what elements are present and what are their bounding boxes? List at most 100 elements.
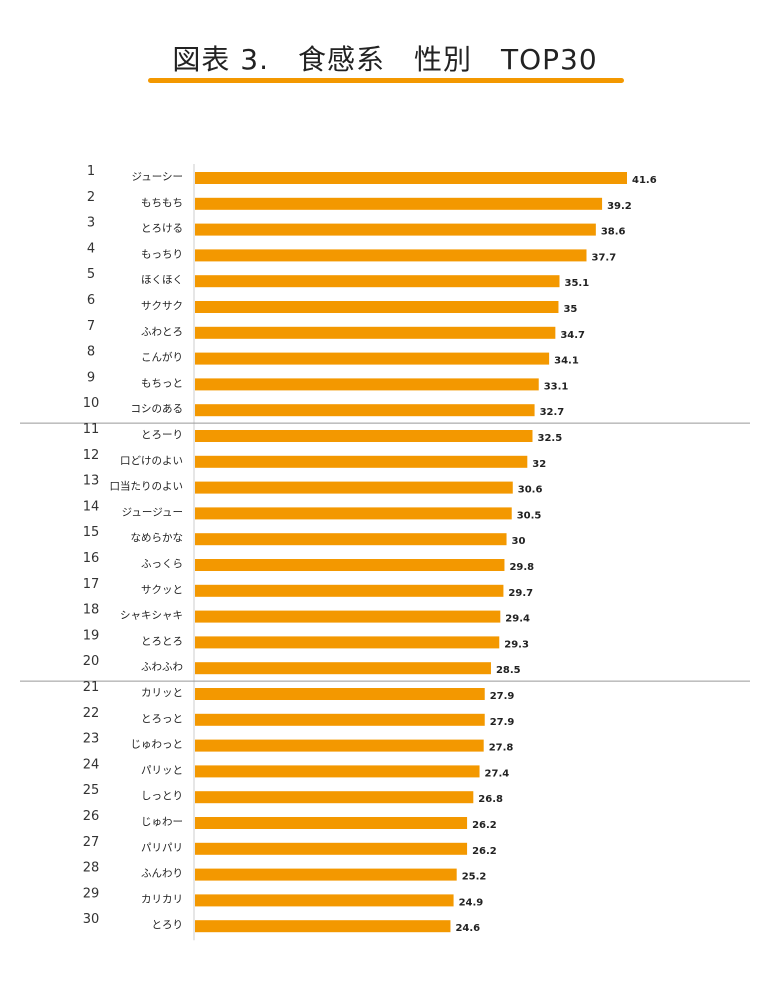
value-label: 30.5 — [517, 510, 542, 521]
value-label: 37.7 — [592, 252, 617, 263]
category-label: コシのある — [131, 403, 184, 415]
bar — [195, 275, 560, 288]
bar — [195, 584, 504, 597]
category-label: じゅわー — [141, 816, 183, 828]
value-label: 30.6 — [518, 485, 543, 496]
page-title: 図表 3. 食感系 性別 TOP30 — [172, 43, 598, 76]
rank-label: 6 — [87, 293, 95, 308]
bar — [195, 920, 451, 933]
category-label: じゅわっと — [131, 739, 184, 751]
value-label: 32.5 — [538, 433, 563, 444]
value-label: 32 — [532, 459, 546, 470]
category-label: とろける — [141, 223, 183, 235]
rank-label: 4 — [87, 241, 95, 256]
rank-label: 10 — [83, 396, 100, 411]
value-label: 33.1 — [544, 381, 569, 392]
rank-label: 14 — [83, 499, 100, 514]
bar — [195, 868, 457, 881]
bar — [195, 223, 596, 236]
category-label: なめらかな — [131, 532, 184, 544]
bar — [195, 326, 556, 339]
value-label: 35 — [563, 304, 577, 315]
category-label: とろり — [152, 919, 184, 931]
bar — [195, 894, 454, 907]
category-label: カリカリ — [141, 893, 183, 905]
category-label: ふわとろ — [141, 326, 183, 338]
category-label: もちもち — [141, 197, 183, 209]
category-label: ふんわり — [141, 868, 183, 880]
bar — [195, 249, 587, 262]
value-label: 29.3 — [504, 639, 529, 650]
category-label: とろっと — [141, 713, 183, 725]
bar — [195, 817, 468, 829]
bar — [195, 739, 484, 752]
rank-label: 18 — [83, 603, 100, 618]
category-label: カリッと — [141, 687, 183, 699]
value-label: 27.4 — [485, 768, 510, 779]
bar — [195, 507, 512, 520]
value-label: 34.1 — [554, 356, 579, 367]
category-label: ジュージュー — [122, 506, 183, 518]
category-label: シャキシャキ — [120, 610, 183, 622]
rank-label: 7 — [87, 319, 95, 334]
value-label: 26.2 — [472, 820, 497, 831]
rank-label: 17 — [83, 577, 100, 592]
value-label: 27.9 — [490, 717, 515, 728]
rank-label: 21 — [83, 680, 100, 695]
rank-label: 24 — [83, 757, 100, 772]
value-label: 25.2 — [462, 872, 487, 883]
category-label: もっちり — [141, 248, 183, 260]
value-label: 34.7 — [560, 330, 585, 341]
value-label: 29.4 — [505, 614, 530, 625]
rank-label: 2 — [87, 190, 95, 205]
bar — [195, 688, 485, 700]
value-label: 26.2 — [472, 846, 497, 857]
value-label: 35.1 — [565, 278, 590, 289]
value-label: 38.6 — [601, 227, 626, 238]
value-label: 29.8 — [509, 562, 534, 573]
rank-label: 8 — [87, 345, 95, 360]
rank-label: 25 — [83, 783, 100, 798]
category-label: 口どけのよい — [120, 455, 183, 467]
category-label: サクサク — [141, 300, 183, 312]
bar — [195, 352, 550, 365]
value-label: 29.7 — [508, 588, 533, 599]
category-label: サクッと — [141, 584, 183, 596]
category-label: ふわふわ — [141, 661, 183, 673]
bar — [195, 197, 603, 210]
rank-label: 19 — [83, 628, 100, 643]
bar — [195, 765, 480, 778]
category-label: ふっくら — [141, 558, 183, 570]
category-label: パリパリ — [141, 842, 183, 854]
bar — [195, 791, 474, 804]
rank-label: 20 — [83, 654, 100, 669]
bar — [195, 713, 485, 726]
bar — [195, 301, 559, 313]
rank-label: 26 — [83, 809, 100, 824]
bar — [195, 455, 528, 468]
value-label: 27.8 — [489, 743, 514, 754]
bar — [195, 662, 491, 675]
title-underline — [148, 78, 624, 83]
bar — [195, 610, 501, 623]
bar — [195, 842, 468, 855]
value-label: 27.9 — [490, 691, 515, 702]
value-label: 24.9 — [459, 897, 484, 908]
bar — [195, 404, 535, 417]
rank-label: 22 — [83, 706, 100, 721]
bar — [195, 481, 513, 494]
value-label: 39.2 — [607, 201, 632, 212]
value-label: 32.7 — [540, 407, 565, 418]
rank-label: 9 — [87, 370, 95, 385]
bar — [195, 430, 533, 442]
category-label: ジューシー — [131, 171, 183, 183]
rank-label: 15 — [83, 525, 100, 540]
bar — [195, 636, 500, 649]
value-label: 26.8 — [478, 794, 503, 805]
rank-label: 5 — [87, 267, 95, 282]
rank-label: 13 — [83, 474, 100, 489]
bar — [195, 533, 507, 546]
rank-label: 12 — [83, 448, 100, 463]
category-label: パリッと — [141, 764, 183, 776]
